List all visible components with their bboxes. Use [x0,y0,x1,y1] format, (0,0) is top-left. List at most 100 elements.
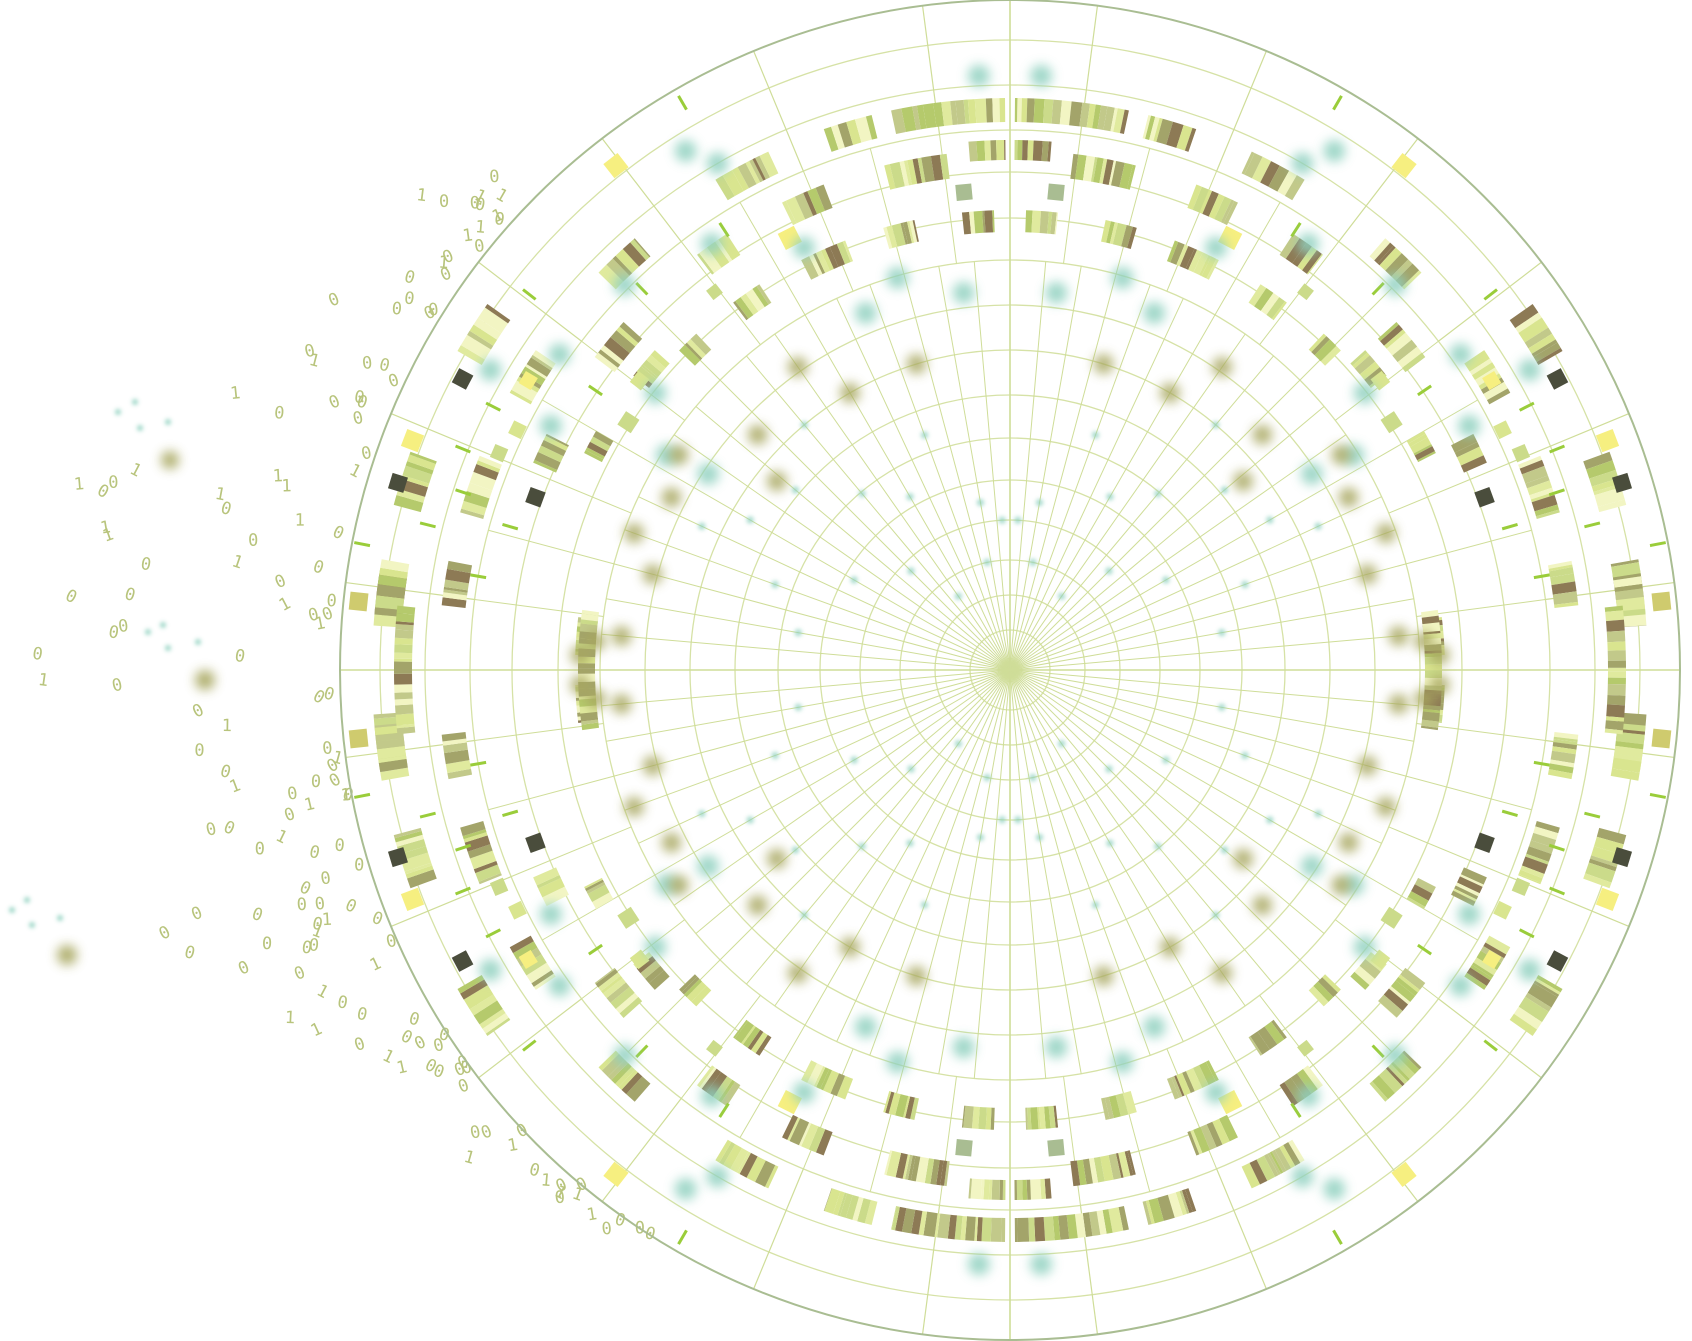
olive-dot [570,644,591,665]
band-segment [976,140,986,162]
band-segment [1039,211,1049,234]
band-segment [396,605,416,615]
tiny-dot [1014,516,1022,524]
grid-spoke-inner [1009,633,1419,671]
band-segment [395,621,414,626]
band-segment [1219,1114,1238,1142]
band-segment [1101,220,1111,243]
grid-spoke-inner [1009,284,1151,671]
olive-dot [668,444,689,465]
tiny-dot [983,774,991,782]
band-segment [854,116,872,143]
band-segment [699,247,722,274]
band-segment [749,159,764,183]
tick-marker [1549,444,1566,454]
band-segment [764,1165,779,1189]
band-segment [581,722,600,731]
band-segment [543,435,569,451]
band-segment [610,330,636,354]
band-segment [1220,199,1235,224]
band-segment [1518,455,1543,469]
binary-digit: 0 [296,895,307,916]
band-segment [1466,967,1491,987]
grid-spoke-inner [836,298,1011,671]
band-segment [1588,858,1617,872]
band-segment [602,978,626,999]
tiny-dot [1105,567,1113,575]
band-segment [394,658,413,662]
tiny-dot [771,580,779,588]
grid-spoke-inner [1009,669,1047,1079]
band-segment [463,985,494,1010]
tick-marker [635,281,649,296]
grid-spoke-inner [624,669,1011,811]
tick-marker [1483,288,1498,301]
band-segment [816,1067,830,1090]
band-segment [733,301,749,321]
band-segment [1248,1036,1263,1056]
band-segment [912,158,923,184]
band-segment [1352,352,1370,369]
tiny-dot [920,901,928,909]
binary-digit: 0 [351,408,365,430]
band-segment [1424,664,1443,671]
olive-dot [840,382,860,403]
band-segment [1549,759,1575,768]
band-segment [1471,962,1494,978]
band-segment [1611,562,1641,578]
band-segment [441,732,467,742]
band-segment [1509,304,1539,329]
band-segment [395,623,414,631]
olive-dot [668,875,689,896]
binary-digit: 1 [37,670,50,691]
band-segment [752,286,769,308]
grid-spoke-inner [1009,669,1246,1007]
band-segment [1350,350,1368,366]
band-segment [750,1031,768,1054]
band-segment [447,768,473,780]
band-segment [1417,451,1436,463]
band-segment [801,256,819,280]
binary-digit: 0 [235,957,252,979]
band-segment [759,284,772,303]
binary-digit: 0 [189,700,207,722]
band-segment [395,713,415,726]
tiny-dot [792,486,800,494]
olive-dot [906,966,927,987]
binary-digit: 0 [493,209,506,230]
band-segment [1536,975,1563,993]
band-segment [1613,576,1643,588]
band-segment [394,644,413,654]
band-segment [1192,1065,1209,1088]
band-segment [375,595,405,611]
band-segment [405,461,434,475]
teal-dot [613,1044,636,1067]
binary-digit: 0 [310,772,321,792]
band-segment [1554,601,1579,608]
band-segment [1017,98,1022,123]
binary-digit: 0 [156,922,174,944]
grid-spoke-mid [869,148,905,275]
band-segment [891,108,906,134]
band-segment [469,471,496,491]
band-segment [394,629,414,639]
grid-spoke-inner [613,563,1011,671]
grid-spoke-outer [478,261,582,342]
binary-digit: 0 [291,962,308,984]
band-segment [950,100,958,126]
band-segment [1397,346,1422,368]
square-marker [1651,591,1672,612]
teal-dot [952,1036,975,1059]
band-segment [1460,455,1487,473]
binary-digit-stream: 0000010000100010101111000101000100000001… [9,167,658,1245]
band-segment [830,1073,846,1097]
band-segment [852,1196,864,1222]
band-segment [533,973,556,990]
band-segment [580,619,598,626]
binary-digit: 1 [585,1204,598,1225]
binary-digit: 0 [326,289,343,311]
band-segment [960,1215,967,1241]
band-segment [910,1097,919,1120]
tick-marker [522,288,537,301]
band-segment [648,970,670,990]
